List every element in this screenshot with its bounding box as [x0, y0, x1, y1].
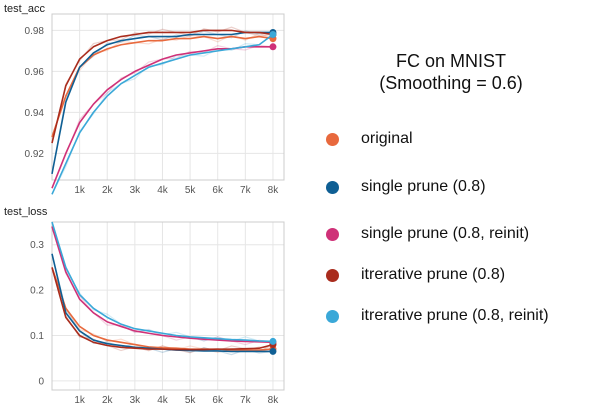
legend-item: itrerative prune (0.8): [326, 266, 505, 284]
panel-title: test_acc: [4, 3, 45, 15]
legend-item: itrerative prune (0.8, reinit): [326, 307, 549, 325]
series-end-marker: [269, 337, 277, 345]
legend-label: single prune (0.8, reinit): [361, 225, 530, 242]
x-tick-label: 4k: [157, 185, 169, 196]
panel-title: test_loss: [4, 206, 48, 218]
series-line: [51, 226, 273, 344]
legend-item: original: [326, 130, 413, 148]
x-tick-label: 4k: [157, 395, 169, 406]
y-tick-label: 0.92: [25, 149, 45, 160]
series-raw-trace: [51, 26, 274, 144]
legend-label: single prune (0.8): [361, 178, 486, 195]
legend-title-line1: FC on MNIST: [395, 51, 506, 71]
series-line: [51, 267, 274, 351]
test-loss-panel: test_loss 0 0.1 0.2 0.3 1k 2k 3k 4k 5k 6k 7k 8k: [4, 206, 285, 406]
series-line: [51, 31, 273, 175]
x-tick-label: 7k: [240, 185, 252, 196]
x-tick-label: 5k: [185, 395, 197, 406]
legend-dot-icon: [326, 309, 339, 323]
legend-dot-icon: [326, 180, 339, 194]
series-end-marker: [269, 30, 277, 38]
legend-dot-icon: [326, 268, 339, 282]
legend-dot-icon: [326, 132, 339, 146]
legend-dot-icon: [326, 227, 339, 241]
x-tick-label: 1k: [74, 185, 86, 196]
legend-label: itrerative prune (0.8): [361, 266, 506, 283]
x-tick-label: 2k: [102, 395, 114, 406]
y-tick-label: 0: [38, 376, 44, 387]
y-tick-label: 0.96: [25, 67, 45, 78]
series-end-marker: [269, 43, 277, 51]
x-tick-label: 5k: [185, 185, 197, 196]
legend-item: single prune (0.8, reinit): [326, 225, 529, 243]
x-tick-label: 7k: [240, 395, 252, 406]
series-raw-trace: [51, 253, 274, 356]
x-tick-label: 6k: [212, 395, 224, 406]
x-tick-label: 6k: [212, 185, 224, 196]
x-tick-label: 2k: [102, 185, 114, 196]
series-line: [51, 267, 274, 351]
series-line: [51, 33, 274, 195]
legend-item: single prune (0.8): [326, 178, 486, 196]
series-raw-trace: [51, 267, 274, 354]
series-line: [51, 221, 273, 343]
test-acc-panel: test_acc 0.92 0.94 0.96 0.98 1k 2k 3k 4k 5k 6k 7k 8k: [4, 3, 285, 196]
y-tick-label: 0.3: [30, 240, 44, 251]
y-tick-label: 0.2: [30, 286, 44, 297]
legend-title: FC on MNIST (Smoothing = 0.6): [326, 50, 576, 94]
series-line: [51, 35, 274, 138]
plot-frame: [51, 221, 285, 391]
legend-label: original: [361, 130, 413, 147]
legend-title-line2: (Smoothing = 0.6): [379, 73, 523, 93]
legend: FC on MNIST (Smoothing = 0.6) original si…: [326, 50, 594, 324]
plot-frame: [51, 13, 285, 181]
y-tick-label: 0.98: [25, 26, 45, 37]
x-tick-label: 8k: [268, 395, 280, 406]
x-tick-label: 1k: [74, 395, 86, 406]
series-line: [51, 29, 274, 144]
x-tick-label: 3k: [130, 395, 142, 406]
legend-label: itrerative prune (0.8, reinit): [361, 307, 549, 324]
y-tick-label: 0.94: [25, 108, 45, 119]
y-tick-label: 0.1: [30, 331, 44, 342]
x-tick-label: 3k: [130, 185, 142, 196]
series-end-marker: [269, 347, 277, 355]
x-tick-label: 8k: [268, 185, 280, 196]
